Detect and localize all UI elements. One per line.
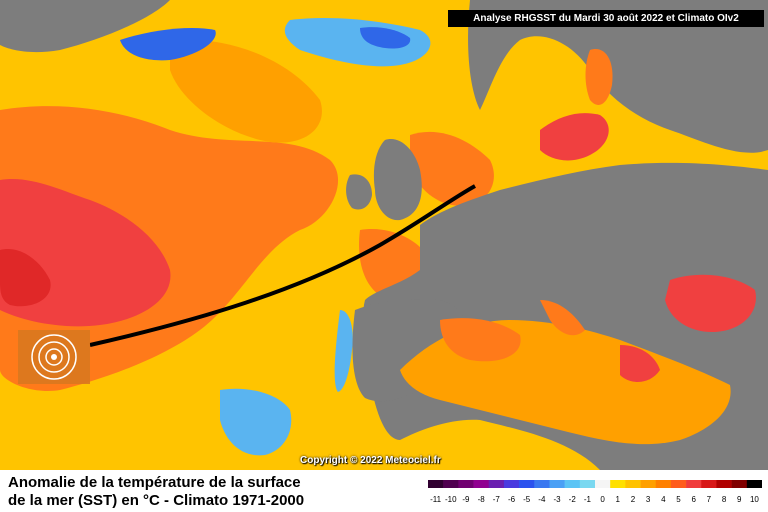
legend-swatch [595, 480, 611, 488]
legend-label: -4 [538, 495, 546, 504]
legend-label: -3 [553, 495, 561, 504]
legend-label: -9 [462, 495, 470, 504]
legend-label: 3 [646, 495, 651, 504]
legend-label: -7 [493, 495, 501, 504]
northwest-warm [170, 39, 322, 143]
map-title-line-1: Anomalie de la température de la surface [8, 474, 301, 491]
legend-swatch [503, 480, 520, 488]
atlantic-hot-spot [0, 249, 51, 307]
legend-swatch [549, 480, 565, 488]
aegean-hot [620, 345, 660, 382]
legend-label: -1 [584, 495, 592, 504]
portugal-coast-cold [334, 310, 353, 392]
land-ireland [346, 174, 372, 210]
land-iberia [352, 299, 467, 402]
legend-label: 7 [707, 495, 712, 504]
north-atlantic-cold-core [360, 27, 411, 49]
sst-anomaly-map [0, 0, 768, 470]
legend-swatch [716, 480, 732, 488]
trajectory-line [89, 184, 476, 347]
legend-swatch [473, 480, 490, 488]
legend-label: 2 [631, 495, 636, 504]
adriatic-warm [540, 300, 585, 336]
azores-cold-patch [220, 388, 292, 456]
legend-swatch [443, 480, 459, 488]
land-british-isles [373, 139, 422, 221]
legend-swatch [488, 480, 505, 488]
legend-label: -10 [445, 495, 457, 504]
footer [0, 470, 768, 512]
legend-swatch [640, 480, 657, 488]
copyright-label: Copyright © 2022 Meteociel.fr [300, 455, 441, 466]
legend-label: -2 [569, 495, 577, 504]
map-title-line-2: de la mer (SST) en °C - Climato 1971-200… [8, 492, 305, 509]
legend-swatch [458, 480, 474, 488]
legend-label: -6 [508, 495, 516, 504]
analysis-header: Analyse RHGSST du Mardi 30 août 2022 et … [448, 10, 764, 27]
legend-swatch [564, 480, 581, 488]
legend-swatch [670, 480, 687, 488]
legend-swatch [746, 480, 762, 488]
legend-label: -5 [523, 495, 531, 504]
greenland-cold-edge [120, 28, 216, 61]
legend-swatch [655, 480, 672, 488]
gulf-of-bothnia [585, 49, 613, 105]
legend-label: -11 [430, 495, 442, 504]
legend-swatch [686, 480, 702, 488]
legend-swatch [428, 480, 444, 488]
legend-label: 9 [737, 495, 742, 504]
mediterranean-hot-zone [440, 318, 521, 362]
legend-swatch [610, 480, 626, 488]
land-greenland-iceland-edge [0, 0, 170, 53]
legend-swatch [519, 480, 535, 488]
baltic-sea [540, 113, 609, 161]
hurricane-icon [18, 330, 90, 384]
legend-label: 10 [750, 495, 759, 504]
legend-label: 1 [616, 495, 621, 504]
legend-label: -8 [478, 495, 486, 504]
legend-label: 6 [691, 495, 696, 504]
legend-label: 8 [722, 495, 727, 504]
land-scandinavia [468, 0, 768, 153]
legend-swatch [579, 480, 596, 488]
color-scale-legend: -11 -10 -9 -8 -7 -6 -5 -4 -3 -2 -1 0 1 2 3 4 5 6 7 8 9 10 [428, 480, 762, 504]
legend-swatch [731, 480, 748, 488]
black-sea [665, 274, 756, 333]
legend-label: 4 [661, 495, 666, 504]
legend-swatch [701, 480, 717, 488]
legend-swatch [625, 480, 641, 488]
legend-label: 0 [600, 495, 605, 504]
north-atlantic-cold-patch [284, 18, 431, 67]
legend-swatch [534, 480, 550, 488]
legend-label: 5 [676, 495, 681, 504]
